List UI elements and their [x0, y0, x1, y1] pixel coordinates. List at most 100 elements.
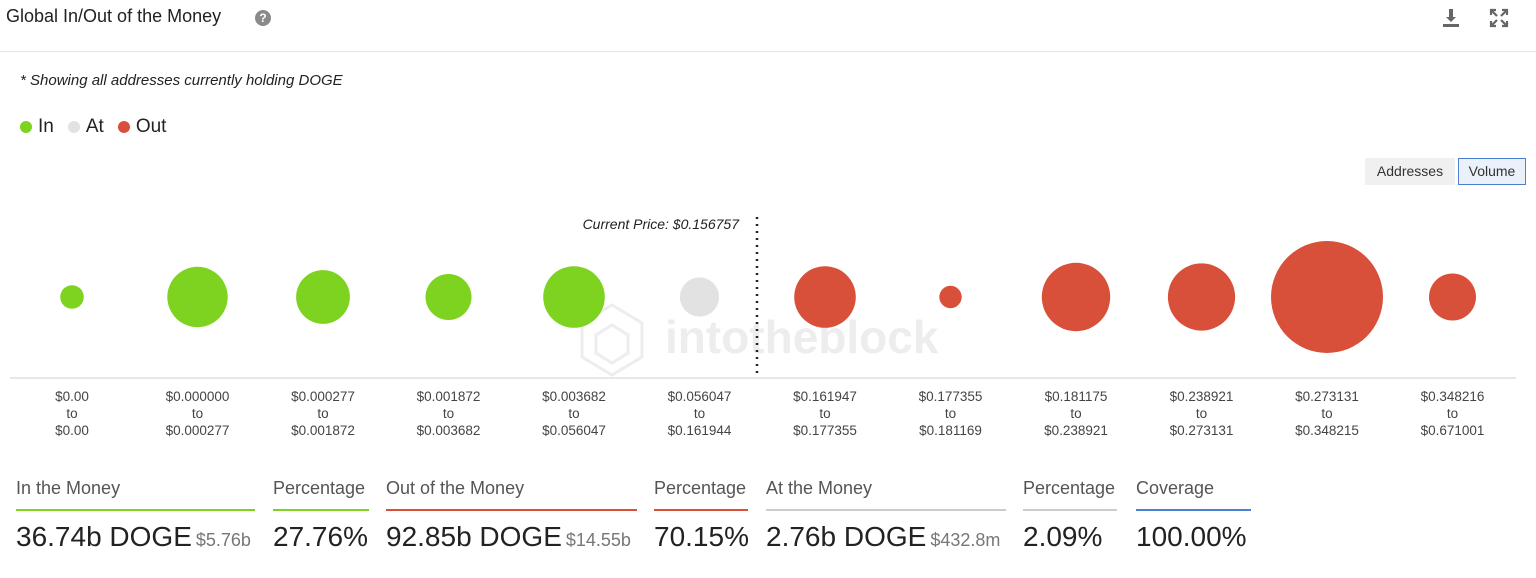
metric-label: Percentage: [654, 478, 748, 511]
tick-label-1-low: $0.00: [55, 389, 89, 404]
bubble-8[interactable]: [939, 285, 962, 309]
tick-label-9-sep: to: [1070, 406, 1081, 421]
legend-in-label: In: [38, 116, 54, 137]
bubble-6[interactable]: [679, 277, 720, 317]
metric-main-value: 2.09%: [1023, 521, 1103, 552]
tick-label-10-high: $0.273131: [1170, 423, 1234, 438]
legend: In At Out: [20, 116, 180, 138]
tick-label-5-sep: to: [568, 406, 579, 421]
metric-usd-value: $5.76b: [195, 530, 251, 550]
metric-value: 36.74b DOGE $5.76b: [16, 521, 255, 553]
legend-at-label: At: [85, 116, 104, 137]
tick-label-8-high: $0.181169: [919, 423, 982, 438]
tick-label-5-high: $0.056047: [542, 423, 606, 438]
tick-label-8-low: $0.177355: [919, 389, 983, 404]
bubble-11[interactable]: [1271, 241, 1383, 353]
help-icon[interactable]: ?: [255, 10, 271, 26]
metric-2: Percentage 27.76%: [273, 478, 369, 553]
legend-out-dot: [117, 121, 130, 133]
metric-main-value: 92.85b DOGE: [386, 521, 562, 552]
tick-label-4-sep: to: [443, 406, 454, 421]
legend-item-out[interactable]: Out: [117, 116, 167, 138]
watermark-text: intotheblock: [665, 311, 939, 363]
metric-usd-value: $432.8m: [930, 530, 1001, 550]
bubble-chart: intotheblock Current Price: $0.156757 $0…: [10, 216, 1516, 438]
metric-6: Percentage 2.09%: [1023, 478, 1117, 553]
metric-label: Out of the Money: [386, 478, 637, 511]
legend-item-at[interactable]: At: [67, 116, 104, 138]
tick-label-3-high: $0.001872: [291, 423, 355, 438]
tick-label-11-high: $0.348215: [1295, 423, 1359, 438]
bubble-10[interactable]: [1167, 263, 1236, 331]
tick-label-11-sep: to: [1321, 406, 1332, 421]
volume-toggle-button[interactable]: Volume: [1458, 158, 1526, 185]
metric-3: Out of the Money 92.85b DOGE $14.55b: [386, 478, 637, 553]
metric-4: Percentage 70.15%: [654, 478, 749, 553]
metric-1: In the Money 36.74b DOGE $5.76b: [16, 478, 255, 553]
tick-label-5-low: $0.003682: [542, 389, 606, 404]
metric-5: At the Money 2.76b DOGE $432.8m: [766, 478, 1006, 553]
current-price-label: Current Price: $0.156757: [583, 216, 741, 232]
tick-label-7-high: $0.177355: [793, 423, 857, 438]
tick-label-2-sep: to: [192, 406, 203, 421]
bubble-3[interactable]: [296, 270, 350, 324]
metric-label: In the Money: [16, 478, 255, 511]
tick-label-1-high: $0.00: [55, 423, 89, 438]
tick-label-12-high: $0.671001: [1421, 423, 1485, 438]
bubble-5[interactable]: [543, 266, 605, 328]
tick-label-11-low: $0.273131: [1295, 389, 1359, 404]
tick-label-9-low: $0.181175: [1045, 389, 1108, 404]
tick-label-6-low: $0.056047: [668, 389, 732, 404]
metric-main-value: 2.76b DOGE: [766, 521, 927, 552]
tick-label-10-low: $0.238921: [1170, 389, 1234, 404]
metric-value: 92.85b DOGE $14.55b: [386, 521, 637, 553]
expand-icon[interactable]: [1487, 6, 1511, 30]
tick-label-4-high: $0.003682: [417, 423, 481, 438]
tick-label-3-sep: to: [317, 406, 328, 421]
metric-value: 70.15%: [654, 521, 749, 553]
page-title: Global In/Out of the Money: [6, 6, 222, 26]
bubble-1[interactable]: [60, 285, 84, 309]
bubble-9[interactable]: [1041, 262, 1111, 332]
metric-value: 2.76b DOGE $432.8m: [766, 521, 1006, 553]
metric-7: Coverage 100.00%: [1136, 478, 1251, 553]
tick-label-4-low: $0.001872: [417, 389, 481, 404]
metric-main-value: 70.15%: [654, 521, 749, 552]
legend-in-dot: [20, 121, 32, 133]
metric-main-value: 27.76%: [273, 521, 368, 552]
metric-value: 2.09%: [1023, 521, 1117, 553]
bubble-4[interactable]: [425, 274, 472, 320]
tick-label-6-high: $0.161944: [668, 423, 732, 438]
bubble-7[interactable]: [794, 266, 856, 328]
metric-main-value: 36.74b DOGE: [16, 521, 192, 552]
legend-out-label: Out: [135, 116, 167, 137]
tick-label-9-high: $0.238921: [1044, 423, 1108, 438]
tick-label-8-sep: to: [945, 406, 956, 421]
metric-label: At the Money: [766, 478, 1006, 511]
bubble-2[interactable]: [167, 266, 228, 328]
watermark-logo: intotheblock: [580, 303, 939, 377]
legend-at-dot: [67, 121, 80, 133]
metric-label: Percentage: [1023, 478, 1117, 511]
panel-header: Global In/Out of the Money ?: [0, 0, 1536, 52]
metric-main-value: 100.00%: [1136, 521, 1247, 552]
tick-label-6-sep: to: [694, 406, 705, 421]
metric-label: Percentage: [273, 478, 369, 511]
download-icon[interactable]: [1439, 6, 1463, 30]
metric-label: Coverage: [1136, 478, 1251, 511]
addresses-toggle-button[interactable]: Addresses: [1365, 158, 1455, 185]
tick-label-12-sep: to: [1447, 406, 1458, 421]
legend-item-in[interactable]: In: [20, 116, 54, 138]
metric-value: 27.76%: [273, 521, 369, 553]
tick-label-1-sep: to: [66, 406, 77, 421]
bubble-12[interactable]: [1429, 273, 1476, 321]
tick-label-7-sep: to: [819, 406, 830, 421]
tick-label-7-low: $0.161947: [793, 389, 857, 404]
tick-label-2-low: $0.000000: [166, 389, 230, 404]
chart-note: * Showing all addresses currently holdin…: [20, 72, 343, 89]
tick-label-12-low: $0.348216: [1421, 389, 1485, 404]
metric-usd-value: $14.55b: [565, 530, 631, 550]
tick-label-2-high: $0.000277: [166, 423, 230, 438]
tick-label-3-low: $0.000277: [291, 389, 355, 404]
tick-label-10-sep: to: [1196, 406, 1207, 421]
